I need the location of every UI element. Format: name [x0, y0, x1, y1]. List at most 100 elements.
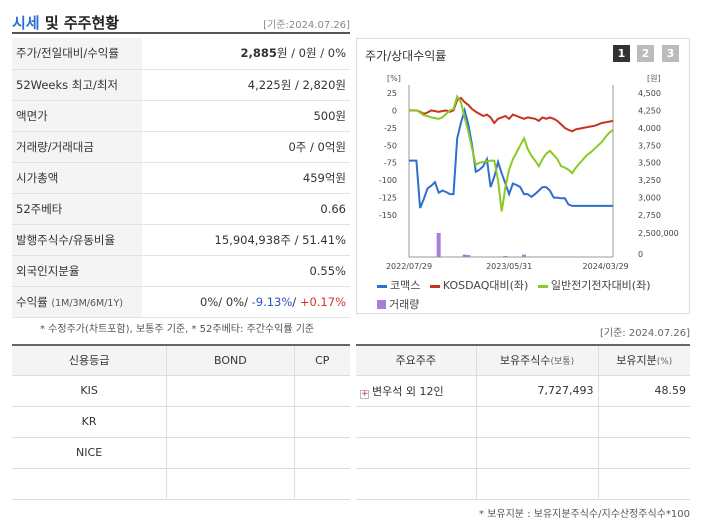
- komax-line: [409, 106, 613, 209]
- legend-label: 코맥스: [390, 279, 421, 292]
- y-tick-right: 3,750: [638, 141, 661, 150]
- y-tick-right: 4,000: [638, 124, 661, 133]
- legend-item-kosdaq: KOSDAQ대비(좌): [429, 277, 529, 293]
- expand-icon[interactable]: +: [360, 388, 369, 399]
- y-tick-right: 3,000: [638, 194, 661, 203]
- info-value: 0.66: [142, 193, 350, 225]
- volume-bar: [521, 254, 526, 257]
- y-tick-left: -125: [379, 194, 397, 203]
- table-row: [356, 405, 690, 438]
- info-value: 4,225원 / 2,820원: [142, 69, 350, 101]
- returns-1m-3m: 0%/ 0%/: [200, 294, 252, 309]
- x-tick-label: 2024/03/29: [583, 262, 629, 271]
- holder-header-shares-unit: (보통): [550, 357, 575, 368]
- volume-bar: [503, 256, 508, 257]
- y-tick-left: -75: [384, 159, 397, 168]
- section-title: 시세 및 주주현황: [12, 12, 119, 33]
- returns-label: 수익률 (1M/3M/6M/1Y): [12, 286, 142, 318]
- returns-6m: -9.13%: [251, 294, 293, 309]
- rating-cell: [166, 436, 295, 469]
- table-row: [356, 436, 690, 469]
- kosdaq-relative-line: [409, 96, 614, 133]
- holder-header-name: 주요주주: [356, 344, 477, 376]
- y-tick-left: 0: [392, 106, 397, 115]
- rating-cell: [166, 467, 295, 500]
- y-tick-left: -25: [384, 124, 397, 133]
- y-tick-right: 4,250: [638, 106, 661, 115]
- rating-cell: [293, 436, 350, 469]
- holder-name-cell: [356, 467, 477, 500]
- info-value-text: 원 / 0원 / 0%: [276, 46, 346, 61]
- reference-date-2: [기준: 2024.07.26]: [599, 328, 690, 339]
- info-value: 0.55%: [142, 255, 350, 287]
- chart-legend: 코맥스 KOSDAQ대비(좌) 일반전기전자대비(좌) 거래량: [377, 277, 657, 312]
- holder-stake: [597, 405, 690, 438]
- rating-agency: [12, 467, 168, 500]
- x-tick-label: 2023/05/31: [486, 262, 532, 271]
- info-label: 시가총액: [12, 162, 142, 194]
- volume-tick-top: 2,500,000: [638, 229, 679, 238]
- y-tick-left: -150: [379, 211, 397, 220]
- info-row: 액면가 500원: [12, 100, 350, 132]
- y-tick-right: 2,750: [638, 211, 661, 220]
- info-label: 발행주식수/유동비율: [12, 224, 142, 256]
- volume-bar: [466, 255, 471, 257]
- y-tick-left: -50: [384, 141, 397, 150]
- returns-1y: +0.17%: [299, 294, 346, 309]
- holder-header-stake-unit: (%): [656, 357, 673, 368]
- info-value-text: 0.55%: [309, 263, 346, 278]
- holder-header-shares: 보유주식수(보통): [475, 344, 599, 376]
- returns-sep: /: [292, 294, 300, 309]
- legend-label: KOSDAQ대비(좌): [442, 279, 529, 292]
- y-tick-right: 3,250: [638, 176, 661, 185]
- legend-item-volume: 거래량: [377, 296, 419, 312]
- y-tick-right: 4,500: [638, 89, 661, 98]
- table-row: [356, 467, 690, 500]
- rating-cell: [293, 374, 350, 407]
- returns-label-text: 수익률: [16, 294, 48, 309]
- holder-name-cell: [356, 436, 477, 469]
- holder-shares: 7,727,493: [475, 374, 599, 407]
- table-row: KR: [12, 405, 350, 438]
- title-rest: 및 주주현황: [39, 14, 120, 32]
- right-unit-label: [원]: [647, 74, 661, 83]
- volume-bar: [462, 254, 467, 257]
- price-footnote: * 수정주가(차트포함), 보통주 기준, * 52주베타: 주간수익률 기준: [40, 324, 315, 335]
- chart-page-1-button[interactable]: 1: [613, 45, 630, 62]
- holder-header-stake: 보유지분(%): [597, 344, 690, 376]
- credit-header-bond: BOND: [166, 344, 295, 376]
- holder-header-stake-label: 보유지분: [616, 354, 657, 368]
- credit-rating-table: 신용등급 BOND CP KIS KR NICE: [12, 344, 350, 500]
- holder-stake: [597, 467, 690, 500]
- info-label: 액면가: [12, 100, 142, 132]
- info-value-text: 0주 / 0억원: [288, 139, 346, 154]
- info-label: 주가/전일대비/수익률: [12, 38, 142, 70]
- holder-stake: [597, 436, 690, 469]
- y-tick-right: 3,500: [638, 159, 661, 168]
- chart-title: 주가/상대수익률: [365, 49, 447, 63]
- info-value: 0주 / 0억원: [142, 131, 350, 163]
- holder-shares: [475, 436, 599, 469]
- title-highlight: 시세: [12, 14, 40, 32]
- holder-name-cell: [356, 405, 477, 438]
- holder-shares: [475, 467, 599, 500]
- table-row: KIS: [12, 374, 350, 407]
- chart-page-2-button[interactable]: 2: [637, 45, 654, 62]
- info-row: 외국인지분율 0.55%: [12, 255, 350, 287]
- stake-footnote: * 보유지분 : 보유지분주식수/지수산정주식수*100: [479, 509, 690, 520]
- info-label: 거래량/거래대금: [12, 131, 142, 163]
- legend-item-komax: 코맥스: [377, 277, 420, 293]
- info-value-text: 500원: [313, 108, 346, 123]
- sector-relative-line: [409, 94, 614, 212]
- table-row: + 변우석 외 12인 7,727,493 48.59: [356, 374, 690, 407]
- y-tick-left: 25: [387, 89, 397, 98]
- info-value: 459억원: [142, 162, 350, 194]
- holder-name-cell[interactable]: + 변우석 외 12인: [356, 374, 477, 407]
- info-value-text: 4,225원 / 2,820원: [247, 77, 346, 92]
- rating-agency: KR: [12, 405, 168, 438]
- info-row: 발행주식수/유동비율 15,904,938주 / 51.41%: [12, 224, 350, 256]
- chart-page-3-button[interactable]: 3: [662, 45, 679, 62]
- returns-row: 수익률 (1M/3M/6M/1Y) 0%/ 0%/ -9.13%/ +0.17%: [12, 286, 350, 318]
- info-value-text: 459억원: [302, 170, 346, 185]
- info-label: 52Weeks 최고/최저: [12, 69, 142, 101]
